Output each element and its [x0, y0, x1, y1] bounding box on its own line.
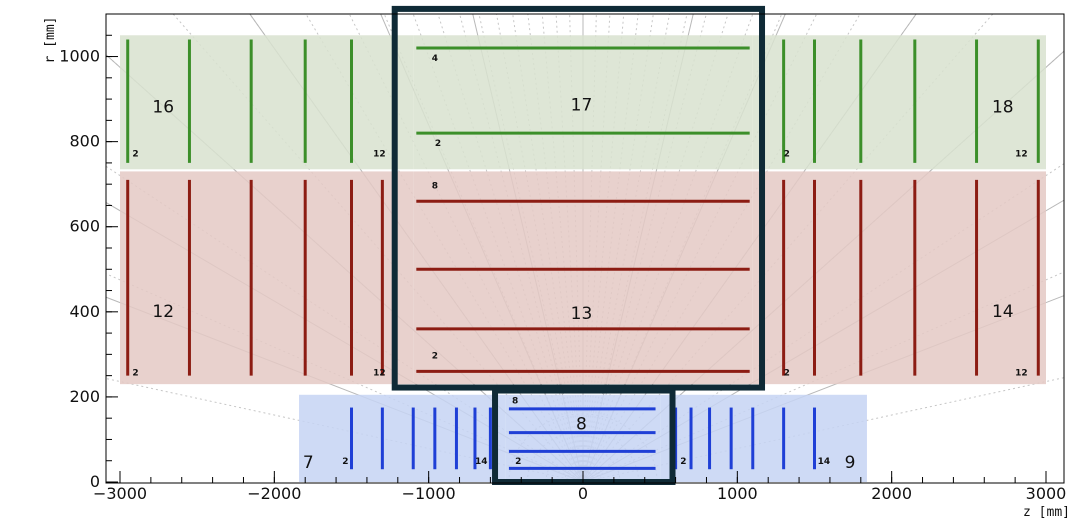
detector-volumes: [120, 35, 1046, 482]
volume-label-17: 17: [571, 95, 593, 115]
layer-number-label: 2: [432, 352, 438, 362]
volume-label-18: 18: [992, 98, 1014, 118]
pixel-barrel-highlight: [492, 387, 676, 486]
volume-18: [752, 35, 1046, 170]
layer-number-label: 2: [342, 457, 348, 467]
volume-label-9: 9: [845, 453, 856, 473]
y-tick-label: 400: [69, 302, 100, 321]
layer-number-label: 2: [132, 369, 138, 379]
volume-label-12: 12: [152, 302, 174, 322]
volume-16: [120, 35, 414, 170]
layer-number-label: 8: [432, 181, 438, 191]
layer-number-label: 2: [132, 150, 138, 160]
x-axis-title: z [mm]: [1023, 505, 1070, 520]
axes: −3000 −2000 −1000 0 1000 2000 3000 0 200 400 600 80…: [43, 13, 1070, 520]
x-tick-label: −2000: [247, 484, 301, 503]
y-tick-label: 800: [69, 132, 100, 151]
volume-17: [413, 35, 753, 170]
volume-label-13: 13: [571, 304, 593, 324]
y-tick-label: 0: [90, 472, 100, 491]
volume-14: [752, 171, 1046, 385]
x-tick-label: 2000: [871, 484, 912, 503]
layer-number-label: 2: [784, 369, 790, 379]
layer-number-label: 2: [784, 150, 790, 160]
layer-number-label: 12: [373, 369, 386, 379]
volume-label-16: 16: [152, 98, 174, 118]
volume-13: [413, 171, 753, 385]
x-tick-label: −3000: [93, 484, 147, 503]
y-tick-label: 200: [69, 387, 100, 406]
layer-number-label: 8: [512, 396, 518, 406]
x-tick-label: 0: [578, 484, 588, 503]
layer-number-label: 2: [680, 457, 686, 467]
x-tick-label: 3000: [1026, 484, 1067, 503]
layer-number-label: 2: [435, 139, 441, 149]
highlight-boxes: [391, 5, 766, 486]
layer-number-label: 12: [1015, 369, 1028, 379]
volume-label-8: 8: [576, 415, 587, 435]
layer-number-label: 4: [432, 54, 438, 64]
detector-layers: [126, 39, 1040, 470]
layer-number-label: 2: [515, 457, 521, 467]
volume-9: [660, 394, 867, 482]
layer-number-label: 12: [1015, 150, 1028, 160]
y-tick-label: 1000: [59, 47, 100, 66]
layer-number-label: 14: [818, 457, 831, 467]
layer-number-label: 12: [373, 150, 386, 160]
volume-7: [299, 394, 506, 482]
y-tick-label: 600: [69, 217, 100, 236]
volume-label-14: 14: [992, 302, 1014, 322]
volume-label-7: 7: [303, 453, 314, 473]
x-tick-label: −1000: [402, 484, 456, 503]
layer-number-label: 14: [475, 457, 488, 467]
y-axis-title: r [mm]: [43, 17, 58, 64]
volume-12: [120, 171, 414, 385]
x-tick-label: 1000: [717, 484, 758, 503]
